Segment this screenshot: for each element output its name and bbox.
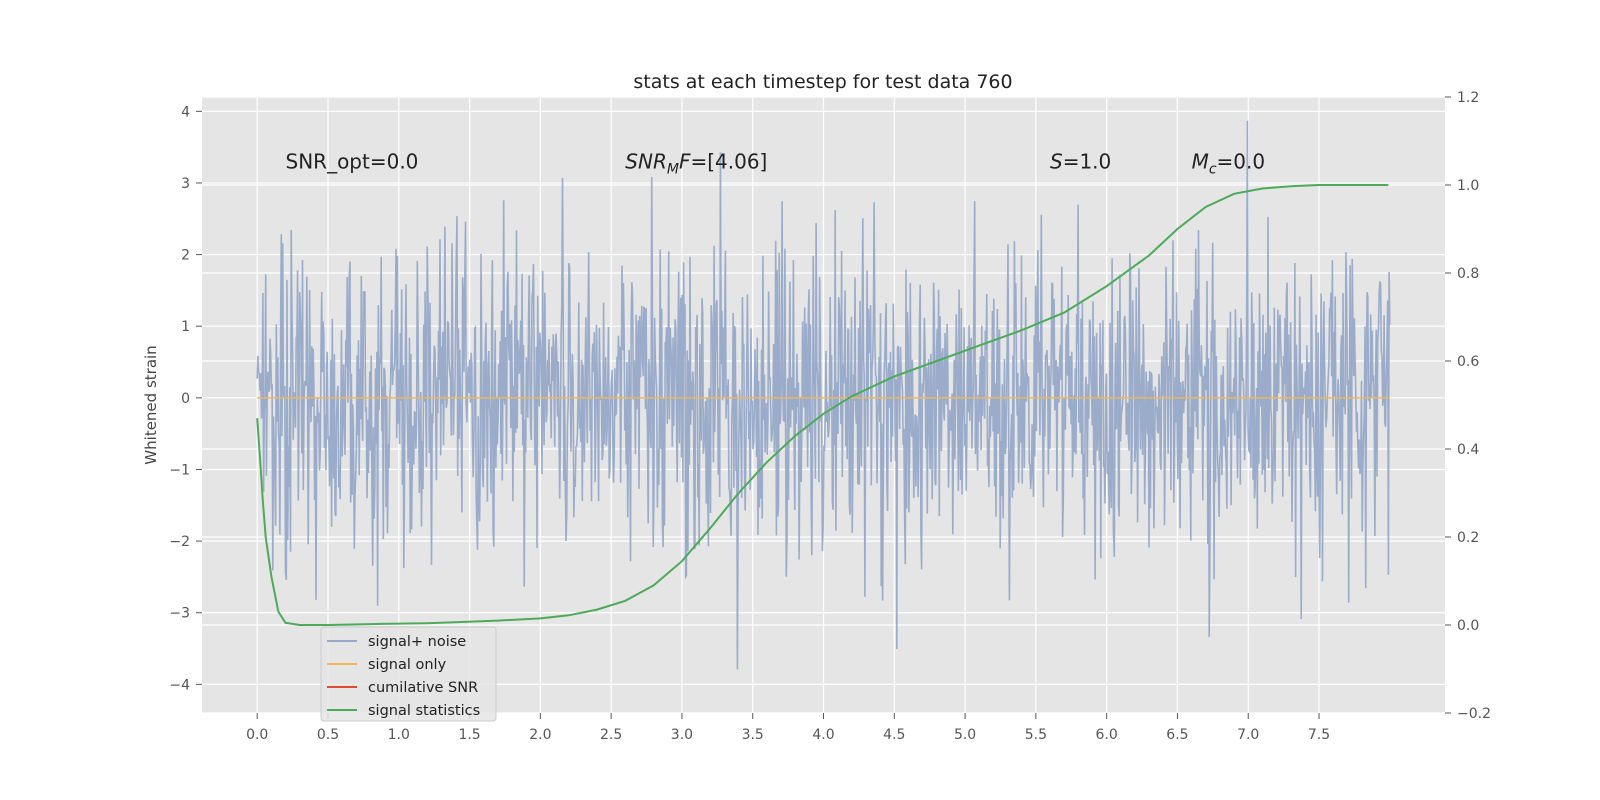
y-axis-ticks: 4 3 2 1 0 −1 −2 −3 −4 xyxy=(169,104,202,693)
y-axis-label: Whitened strain xyxy=(142,345,160,464)
y-tick-label: 1 xyxy=(181,319,190,335)
legend-label: cumilative SNR xyxy=(368,680,478,696)
noise-line xyxy=(256,120,1391,670)
legend-box xyxy=(320,626,497,722)
legend-label: signal only xyxy=(368,657,447,673)
x-tick-label: 2.0 xyxy=(529,727,551,743)
annotation-s: S=1.0 xyxy=(1050,150,1111,174)
series-signal-statistics xyxy=(256,184,1389,626)
series-signal-noise xyxy=(256,120,1391,670)
annotation-mc: Mc=0.0 xyxy=(1192,150,1266,178)
x-tick-label: 6.5 xyxy=(1166,727,1188,743)
legend-label: signal statistics xyxy=(368,703,480,719)
y-tick-label: 3 xyxy=(181,176,190,192)
y-tick-label: −3 xyxy=(169,606,190,622)
y-tick-label: 4 xyxy=(181,104,190,120)
x-axis-ticks: 0.0 0.5 1.0 1.5 2.0 2.5 3.0 3.5 4.0 4.5 5.0 5.5 6.0 6… xyxy=(246,713,1330,743)
y-tick-label: 2 xyxy=(181,248,190,264)
chart-title: stats at each timestep for test data 760 xyxy=(633,71,1012,93)
y2-axis-ticks: 1.2 1.0 0.8 0.6 0.4 0.2 0.0 −0.2 xyxy=(1445,90,1491,722)
y-tick-label: −4 xyxy=(169,677,190,693)
x-tick-label: 3.0 xyxy=(671,727,693,743)
legend: signal+ noise signal only cumilative SNR si… xyxy=(320,626,497,722)
x-tick-label: 5.5 xyxy=(1025,727,1047,743)
x-tick-label: 4.5 xyxy=(883,727,905,743)
y2-tick-label: 0.0 xyxy=(1457,618,1479,634)
line-series-group xyxy=(256,184,1390,626)
y2-tick-label: 0.4 xyxy=(1457,442,1479,458)
x-tick-label: 7.5 xyxy=(1308,727,1330,743)
x-tick-label: 1.0 xyxy=(388,727,410,743)
y2-tick-label: 0.8 xyxy=(1457,266,1479,282)
y-tick-label: −2 xyxy=(169,534,190,550)
annotation-snr_opt: SNR_opt=0.0 xyxy=(286,150,419,174)
y-tick-label: 0 xyxy=(181,391,190,407)
y-tick-label: −1 xyxy=(169,462,190,478)
y2-tick-label: 0.6 xyxy=(1457,354,1479,370)
x-tick-label: 7.0 xyxy=(1237,727,1259,743)
x-tick-label: 3.5 xyxy=(742,727,764,743)
y2-tick-label: 0.2 xyxy=(1457,530,1479,546)
x-tick-label: 5.0 xyxy=(954,727,976,743)
y2-tick-label: 1.0 xyxy=(1457,178,1479,194)
annotations: SNR_opt=0.0 SNRMF=[4.06] S=1.0 Mc=0.0 xyxy=(286,150,1266,178)
legend-label: signal+ noise xyxy=(368,634,466,650)
x-tick-label: 6.0 xyxy=(1096,727,1118,743)
annotation-snr_mf: SNRMF=[4.06] xyxy=(625,150,767,178)
y2-tick-label: 1.2 xyxy=(1457,90,1479,106)
x-tick-label: 0.5 xyxy=(317,727,339,743)
x-tick-label: 2.5 xyxy=(600,727,622,743)
y2-tick-label: −0.2 xyxy=(1457,706,1491,722)
x-tick-label: 4.0 xyxy=(812,727,834,743)
x-tick-label: 0.0 xyxy=(246,727,268,743)
x-tick-label: 1.5 xyxy=(458,727,480,743)
